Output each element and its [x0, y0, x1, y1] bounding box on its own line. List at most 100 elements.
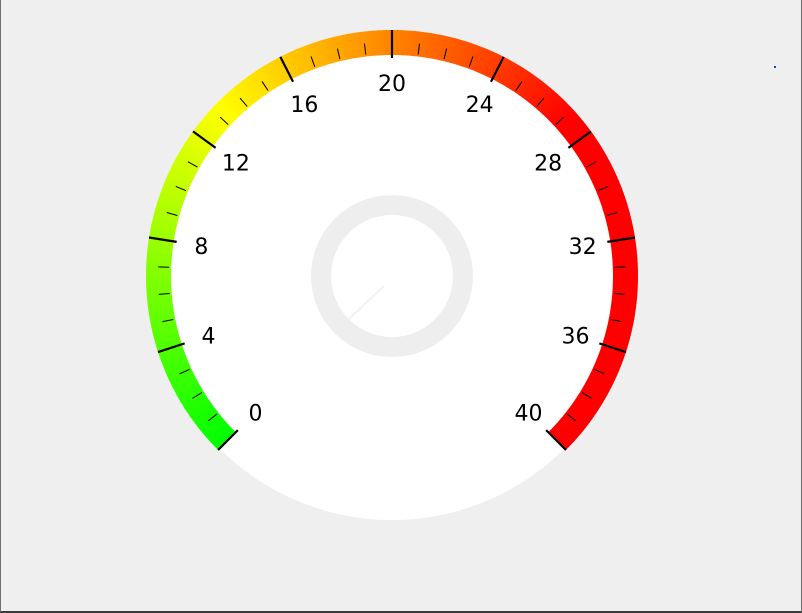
band-segment [575, 138, 599, 157]
band-segment [539, 93, 561, 115]
band-segment [426, 33, 436, 59]
band-segment [154, 207, 180, 219]
band-segment [518, 74, 538, 98]
band-segment [581, 149, 606, 167]
band-segment [295, 47, 310, 73]
minor-tick [239, 97, 248, 107]
band-segment [579, 145, 604, 163]
band-segment [165, 361, 191, 377]
tick-label: 28 [534, 152, 562, 177]
band-segment [430, 33, 440, 60]
band-segment [149, 228, 176, 238]
tick-label: 24 [466, 93, 494, 118]
band-segment [190, 402, 214, 421]
band-segment [612, 279, 638, 286]
band-segment [608, 229, 635, 239]
band-segment [595, 358, 621, 373]
major-tick [607, 236, 636, 243]
band-segment [612, 276, 638, 281]
band-segment [525, 79, 544, 103]
band-segment [311, 41, 325, 68]
dial-face [148, 32, 636, 520]
band-segment [250, 71, 269, 95]
band-segment [155, 336, 181, 348]
band-segment [460, 42, 473, 68]
band-segment [608, 314, 635, 324]
minor-tick [207, 413, 218, 422]
band-segment [160, 187, 186, 201]
minor-tick [606, 212, 618, 216]
band-segment [603, 336, 629, 349]
minor-tick [192, 392, 203, 399]
band-segment [599, 347, 625, 361]
band-segment [588, 372, 614, 389]
band-segment [147, 245, 173, 253]
band-segment [603, 204, 629, 216]
band-segment [592, 172, 617, 187]
band-segment [152, 325, 178, 336]
band-segment [600, 344, 626, 357]
tick-label: 20 [378, 72, 406, 97]
band-segment [272, 58, 289, 83]
major-tick [192, 130, 217, 149]
band-segment [200, 117, 224, 137]
band-segment [147, 241, 174, 250]
band-segment [558, 418, 581, 438]
band-segment [154, 332, 180, 344]
band-segment [192, 127, 216, 147]
band-segment [609, 310, 635, 320]
band-segment [357, 31, 366, 58]
minor-tick [594, 368, 605, 375]
band-segment [148, 306, 174, 315]
band-segment [558, 114, 581, 135]
tick-label: 12 [222, 152, 250, 177]
minor-tick [515, 81, 523, 91]
band-segment [336, 35, 347, 61]
band-segment [185, 137, 210, 156]
major-tick [567, 130, 592, 149]
minor-tick [187, 161, 198, 168]
band-segment [502, 62, 520, 87]
band-segment [593, 175, 619, 191]
band-segment [291, 49, 307, 75]
band-segment [158, 195, 184, 208]
band-segment [237, 81, 257, 105]
band-segment [445, 37, 457, 63]
band-segment [577, 393, 601, 411]
major-tick [157, 342, 186, 354]
band-segment [167, 171, 192, 187]
band-segment [568, 405, 592, 425]
band-segment [198, 120, 221, 140]
band-segment [593, 362, 619, 377]
band-segment [200, 414, 223, 435]
band-segment [156, 340, 182, 353]
band-segment [155, 203, 181, 216]
band-segment [178, 385, 203, 403]
band-segment [608, 224, 634, 235]
band-segment [148, 310, 175, 319]
minor-tick [417, 43, 421, 55]
band-segment [183, 392, 207, 410]
band-segment [590, 369, 615, 385]
major-tick [489, 56, 505, 83]
band-segment [585, 156, 610, 173]
tick-label: 40 [514, 401, 542, 426]
band-segment [610, 241, 637, 250]
tick-marks [148, 30, 636, 451]
band-segment [221, 95, 242, 118]
tick-label: 16 [290, 93, 318, 118]
band-segment [224, 92, 245, 115]
band-segment [563, 412, 586, 432]
band-segment [188, 134, 212, 153]
band-segment [499, 60, 516, 85]
tick-label: 0 [249, 401, 263, 426]
minor-tick [586, 161, 597, 168]
minor-tick [336, 48, 341, 60]
band-segment [590, 168, 616, 184]
band-segment [521, 76, 541, 100]
minor-tick [443, 48, 448, 60]
band-segment [209, 107, 231, 129]
band-segment [587, 160, 612, 177]
minor-tick [581, 392, 592, 399]
